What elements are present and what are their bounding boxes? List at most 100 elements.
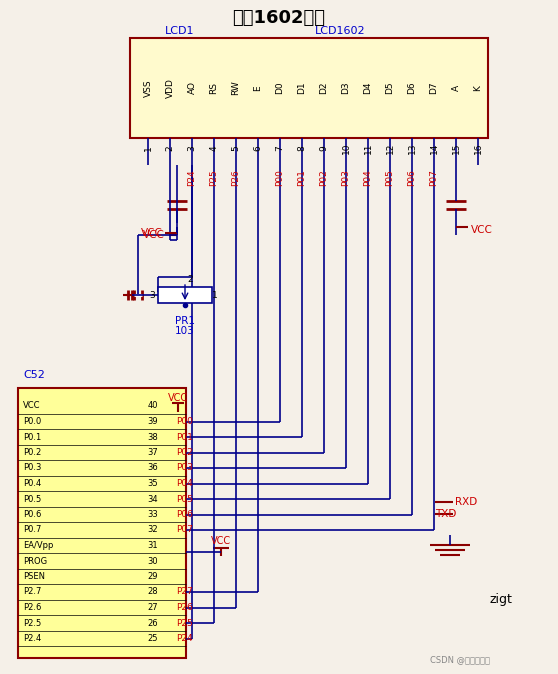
Text: PROG: PROG [23, 557, 47, 565]
Text: P2.5: P2.5 [23, 619, 41, 627]
Text: 6: 6 [253, 145, 262, 151]
Text: PSEN: PSEN [23, 572, 45, 581]
Text: P02: P02 [176, 448, 193, 457]
Text: P01: P01 [297, 170, 306, 187]
Text: D3: D3 [341, 82, 350, 94]
FancyBboxPatch shape [158, 287, 212, 303]
Text: P25: P25 [176, 619, 193, 627]
Text: RXD: RXD [455, 497, 477, 507]
Text: P02: P02 [320, 170, 329, 187]
Text: P2.6: P2.6 [23, 603, 41, 612]
Text: P24: P24 [187, 170, 196, 186]
Text: D7: D7 [430, 82, 439, 94]
Text: 液晶1602电路: 液晶1602电路 [233, 9, 325, 27]
Text: zigt: zigt [490, 594, 513, 607]
Text: TXD: TXD [435, 509, 456, 519]
Text: P04: P04 [363, 170, 373, 187]
Text: 5: 5 [232, 145, 240, 151]
Text: 8: 8 [297, 145, 306, 151]
Text: 34: 34 [147, 495, 158, 503]
Text: 3: 3 [149, 290, 155, 299]
Text: 9: 9 [320, 145, 329, 151]
FancyBboxPatch shape [18, 388, 186, 658]
Text: PR1: PR1 [175, 316, 195, 326]
Text: 14: 14 [430, 142, 439, 154]
Text: 29: 29 [147, 572, 158, 581]
Text: P26: P26 [232, 170, 240, 187]
Text: 32: 32 [147, 526, 158, 534]
Text: RW: RW [232, 81, 240, 96]
Text: AO: AO [187, 82, 196, 94]
Text: 4: 4 [209, 145, 219, 151]
Text: P03: P03 [176, 464, 193, 472]
Text: 11: 11 [363, 142, 373, 154]
Text: P00: P00 [276, 170, 285, 187]
Text: P2.4: P2.4 [23, 634, 41, 643]
Text: E: E [253, 85, 262, 91]
Text: P0.2: P0.2 [23, 448, 41, 457]
Text: 36: 36 [147, 464, 158, 472]
Text: VSS: VSS [143, 79, 152, 97]
Text: P06: P06 [176, 510, 193, 519]
Text: 30: 30 [147, 557, 158, 565]
Text: D6: D6 [407, 82, 416, 94]
Text: 13: 13 [407, 142, 416, 154]
FancyBboxPatch shape [130, 38, 488, 138]
Text: 16: 16 [474, 142, 483, 154]
Text: D4: D4 [363, 82, 373, 94]
Text: VCC: VCC [168, 393, 188, 403]
Text: P07: P07 [430, 170, 439, 187]
Text: VCC: VCC [143, 230, 165, 240]
Text: P05: P05 [176, 495, 193, 503]
Text: P0.0: P0.0 [23, 417, 41, 426]
Text: P2.7: P2.7 [23, 588, 41, 596]
Text: 25: 25 [147, 634, 158, 643]
Text: A: A [451, 85, 460, 91]
Text: LCD1: LCD1 [165, 26, 195, 36]
Text: P01: P01 [176, 433, 193, 441]
Text: P0.3: P0.3 [23, 464, 41, 472]
Text: 37: 37 [147, 448, 158, 457]
Text: P0.6: P0.6 [23, 510, 41, 519]
Text: 35: 35 [147, 479, 158, 488]
Text: 7: 7 [276, 145, 285, 151]
Text: 31: 31 [147, 541, 158, 550]
Text: 1: 1 [143, 145, 152, 151]
Text: 2: 2 [166, 145, 175, 151]
Text: 28: 28 [147, 588, 158, 596]
Text: P03: P03 [341, 170, 350, 187]
Text: 27: 27 [147, 603, 158, 612]
Text: P07: P07 [176, 526, 193, 534]
Text: P06: P06 [407, 170, 416, 187]
Text: RS: RS [209, 82, 219, 94]
Text: D0: D0 [276, 82, 285, 94]
Text: 39: 39 [147, 417, 158, 426]
Text: VCC: VCC [471, 225, 493, 235]
Text: VDD: VDD [166, 78, 175, 98]
Text: LCD1602: LCD1602 [315, 26, 365, 36]
Text: D5: D5 [386, 82, 395, 94]
Text: 38: 38 [147, 433, 158, 441]
Text: P0.1: P0.1 [23, 433, 41, 441]
Text: C52: C52 [23, 370, 45, 380]
Text: P25: P25 [209, 170, 219, 187]
Text: EA/Vpp: EA/Vpp [23, 541, 54, 550]
Text: P0.5: P0.5 [23, 495, 41, 503]
Text: P24: P24 [176, 634, 193, 643]
Text: P00: P00 [176, 417, 193, 426]
Text: P0.4: P0.4 [23, 479, 41, 488]
Text: 103: 103 [175, 326, 195, 336]
Text: 26: 26 [147, 619, 158, 627]
Text: VCC: VCC [23, 402, 41, 410]
Text: 33: 33 [147, 510, 158, 519]
Text: 2: 2 [187, 274, 193, 284]
Text: 10: 10 [341, 142, 350, 154]
Text: K: K [474, 85, 483, 91]
Text: VCC: VCC [211, 537, 231, 547]
Text: P0.7: P0.7 [23, 526, 41, 534]
Text: D1: D1 [297, 82, 306, 94]
Text: 15: 15 [451, 142, 460, 154]
Text: P04: P04 [176, 479, 193, 488]
Text: 1: 1 [212, 290, 218, 299]
Text: CSDN @嵌入式基地: CSDN @嵌入式基地 [430, 656, 490, 665]
